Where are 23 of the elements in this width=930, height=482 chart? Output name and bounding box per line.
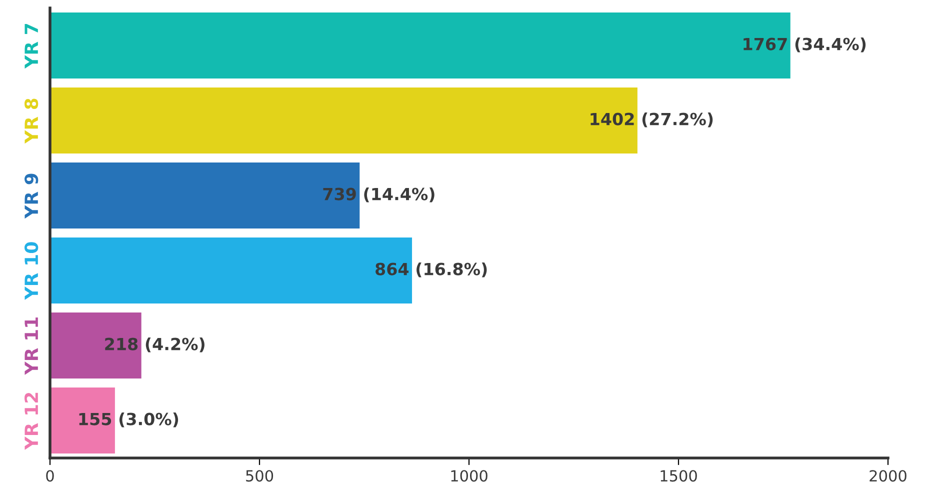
data-label: 218 (4.2%)	[105, 337, 204, 352]
data-label: 155 (3.0%)	[79, 412, 178, 428]
y-tick-label: YR 12	[24, 392, 38, 450]
x-tick-label: 1500	[660, 470, 697, 482]
data-label: 1402 (27.2%)	[590, 112, 713, 128]
x-tick-label: 1000	[451, 470, 488, 482]
bar	[50, 388, 115, 454]
data-label: 739 (14.4%)	[323, 187, 434, 202]
bar	[50, 88, 638, 154]
y-tick-label: YR 7	[24, 24, 38, 69]
bar	[50, 238, 412, 304]
bar	[50, 312, 142, 378]
data-label: 1767 (34.4%)	[744, 37, 866, 52]
y-tick-label: YR 8	[24, 98, 38, 144]
bar	[50, 162, 360, 228]
x-tick-label: 2000	[870, 470, 906, 482]
bar	[50, 12, 790, 78]
data-label: 864 (16.8%)	[376, 262, 487, 278]
y-tick-label: YR 9	[24, 174, 38, 219]
y-tick-label: YR 11	[24, 318, 38, 375]
x-tick-label: 500	[246, 470, 274, 482]
x-tick-label: 0	[46, 470, 54, 482]
y-tick-label: YR 10	[24, 242, 38, 300]
